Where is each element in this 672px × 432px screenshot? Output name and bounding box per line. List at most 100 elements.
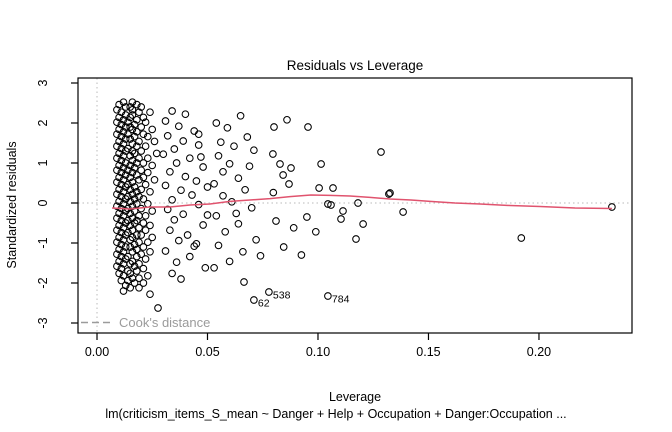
data-point bbox=[199, 221, 207, 229]
data-point bbox=[113, 190, 121, 199]
data-point bbox=[146, 247, 154, 256]
data-point bbox=[130, 163, 139, 172]
data-point bbox=[194, 141, 203, 149]
data-point bbox=[128, 226, 137, 235]
data-point bbox=[130, 183, 139, 191]
data-point bbox=[139, 219, 148, 227]
data-point bbox=[303, 213, 311, 221]
data-point bbox=[269, 150, 277, 158]
data-point bbox=[121, 231, 130, 239]
data-point bbox=[121, 123, 130, 131]
data-point bbox=[119, 115, 128, 124]
data-point bbox=[174, 122, 183, 131]
y-axis-tick-label: -3 bbox=[36, 317, 50, 328]
outlier-point-label: 784 bbox=[332, 294, 350, 306]
data-point bbox=[124, 166, 132, 175]
data-point bbox=[188, 191, 196, 199]
data-point bbox=[113, 166, 121, 175]
data-point bbox=[130, 279, 139, 287]
data-point bbox=[132, 115, 141, 124]
data-point bbox=[148, 161, 157, 170]
data-point bbox=[132, 252, 141, 261]
data-point bbox=[119, 211, 128, 220]
data-point bbox=[141, 180, 150, 189]
outlier-point bbox=[250, 296, 258, 304]
data-point bbox=[126, 235, 135, 244]
data-point bbox=[241, 185, 249, 194]
data-point bbox=[190, 242, 199, 251]
data-point bbox=[285, 180, 293, 188]
data-point bbox=[137, 185, 146, 194]
data-point bbox=[236, 111, 245, 120]
data-point bbox=[119, 175, 128, 184]
data-point bbox=[289, 223, 298, 232]
data-point bbox=[185, 252, 194, 261]
outlier-point-label: 538 bbox=[273, 290, 291, 302]
data-point bbox=[137, 103, 146, 111]
data-point bbox=[252, 235, 260, 244]
data-point bbox=[135, 283, 143, 292]
data-point bbox=[219, 191, 227, 200]
data-point bbox=[232, 209, 241, 218]
data-point bbox=[115, 149, 123, 158]
data-point bbox=[113, 202, 121, 211]
data-point bbox=[128, 168, 137, 177]
data-point bbox=[126, 269, 135, 278]
data-point bbox=[272, 217, 280, 225]
data-point bbox=[287, 164, 295, 172]
data-point bbox=[269, 188, 278, 197]
data-point bbox=[150, 137, 159, 146]
data-point bbox=[214, 241, 223, 250]
data-point bbox=[126, 197, 135, 206]
data-point bbox=[143, 238, 152, 247]
data-point bbox=[279, 171, 287, 179]
data-point bbox=[174, 236, 183, 245]
data-point bbox=[126, 185, 135, 194]
x-axis-tick-label: 0.15 bbox=[416, 345, 440, 359]
data-point bbox=[297, 251, 306, 259]
data-point bbox=[113, 130, 121, 139]
data-point bbox=[172, 159, 181, 167]
data-point bbox=[121, 207, 130, 215]
data-point bbox=[135, 192, 143, 201]
y-axis-tick-label: 3 bbox=[36, 79, 50, 86]
data-point bbox=[126, 221, 135, 230]
data-point bbox=[385, 190, 393, 198]
data-point bbox=[608, 203, 616, 211]
data-point bbox=[130, 207, 139, 215]
data-point bbox=[225, 257, 234, 266]
data-point bbox=[143, 271, 152, 280]
data-point bbox=[141, 211, 150, 220]
outlier-point-label: 62 bbox=[258, 298, 270, 310]
data-point bbox=[115, 185, 123, 194]
data-point bbox=[124, 180, 132, 189]
data-point bbox=[113, 262, 121, 271]
data-point bbox=[139, 173, 148, 182]
data-point bbox=[399, 208, 407, 216]
data-point bbox=[121, 103, 130, 111]
plot-box-border bbox=[77, 77, 633, 334]
data-point bbox=[150, 175, 159, 184]
data-point bbox=[199, 163, 207, 171]
data-point bbox=[141, 255, 150, 263]
data-point bbox=[210, 179, 218, 188]
data-point bbox=[130, 240, 139, 249]
data-point bbox=[283, 115, 291, 124]
data-point bbox=[117, 264, 126, 273]
data-point bbox=[113, 178, 121, 187]
data-point bbox=[219, 167, 227, 176]
data-point bbox=[327, 201, 335, 209]
data-point bbox=[132, 245, 141, 254]
data-point bbox=[117, 132, 126, 141]
data-point bbox=[354, 199, 362, 207]
data-point bbox=[130, 149, 139, 158]
data-point bbox=[247, 203, 256, 212]
data-point bbox=[270, 123, 278, 131]
data-point bbox=[124, 130, 132, 139]
data-point bbox=[117, 156, 126, 165]
data-point bbox=[146, 221, 154, 230]
data-point bbox=[115, 113, 123, 122]
data-point bbox=[245, 162, 254, 171]
data-point bbox=[240, 278, 248, 286]
